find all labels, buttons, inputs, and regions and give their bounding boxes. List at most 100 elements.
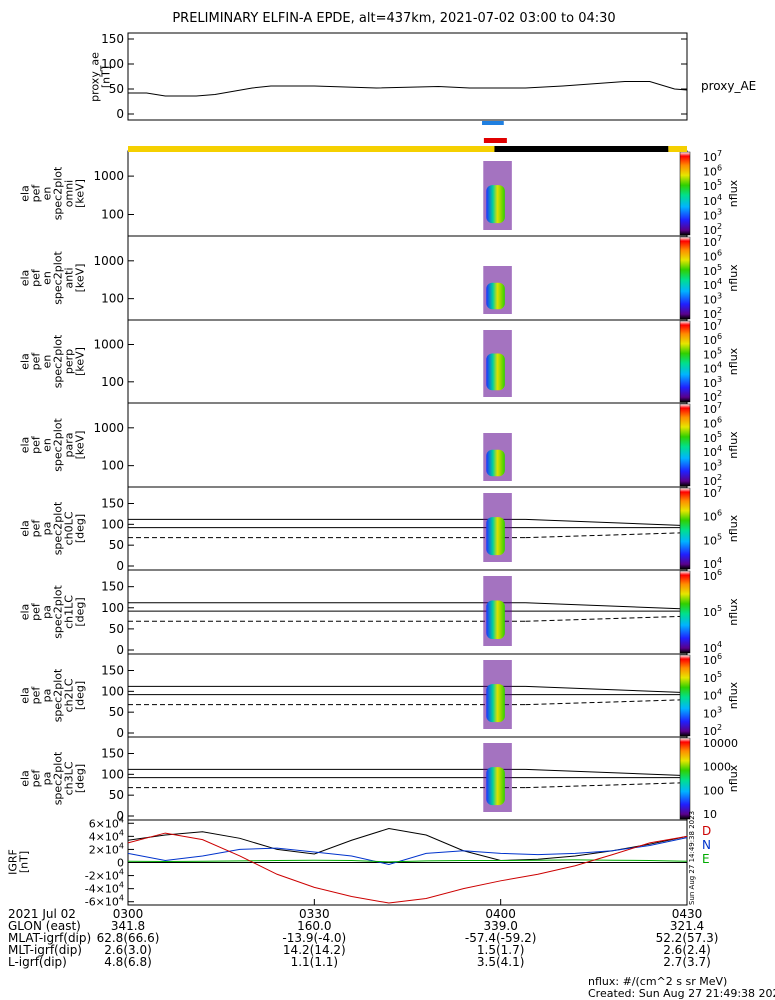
x-tick-value-l: 3.5(4.1): [477, 955, 525, 969]
y-axis-label-line: spec2plot: [52, 251, 65, 305]
panel-frame: [127, 402, 688, 488]
x-tick-value-time: 0430: [672, 907, 703, 921]
y-tick-label: -4×104: [85, 881, 124, 896]
series-line-D: [127, 827, 688, 862]
colorbar-tick-label: 103: [703, 705, 722, 720]
x-tick-value-mlat: -13.9(-4.0): [282, 931, 346, 945]
panel-frame: [127, 486, 688, 571]
y-tick-label: 50: [109, 705, 124, 719]
created-stamp: Created: Sun Aug 27 21:49:38 2023: [588, 987, 775, 1000]
panel-pa-ch3LC: 0 50 100 150 10 100 1000 10000 nflux elapefpaspec…: [19, 736, 740, 823]
fgm-bar: [482, 121, 504, 125]
y-tick-label: 6×104: [89, 815, 124, 830]
legend-entry: N: [702, 838, 711, 852]
y-axis-label-line: en: [41, 271, 54, 285]
y-axis-label-line: ela: [19, 604, 32, 621]
panel-pa-ch2LC: 0 50 100 150 102 103 104 105 106 nflux elapefpaspe…: [19, 652, 741, 740]
y-axis-label-line: pef: [30, 519, 43, 538]
y-tick-label: 0: [116, 559, 124, 573]
x-tick-value-glon: 321.4: [670, 919, 704, 933]
colorbar-label: nflux: [727, 179, 740, 207]
y-axis-label-line: spec2plot: [52, 334, 65, 388]
x-tick-value-mlat: 62.8(66.6): [97, 931, 160, 945]
colorbar-tick-label: 106: [703, 509, 722, 524]
y-tick-label: 100: [101, 375, 124, 389]
status-bars: [128, 121, 687, 152]
series-line-E: [127, 859, 688, 863]
x-tick-value-glon: 339.0: [483, 919, 517, 933]
y-axis-label-line: ch0LC: [63, 511, 76, 545]
colorbar-tick-label: 107: [703, 401, 722, 416]
y-axis-label-line: spec2plot: [52, 668, 65, 722]
colorbar-label: nflux: [727, 514, 740, 542]
x-row-label: GLON (east): [8, 919, 81, 933]
panel-pa-ch1LC: 050100150104105106nfluxelapefpaspec2plot…: [19, 568, 741, 657]
colorbar: [679, 151, 691, 236]
colorbar-tick-label: 104: [703, 688, 722, 703]
panel-frame: [127, 32, 688, 121]
y-tick-label: 4×104: [89, 828, 124, 843]
colorbar-tick-label: 107: [703, 149, 722, 164]
colorbar-tick-label: 104: [703, 444, 722, 459]
colorbar-tick-label: 1000: [703, 761, 731, 774]
y-axis-label-line: [deg]: [74, 597, 87, 626]
colorbar-tick-label: 103: [703, 459, 722, 474]
panel-en-omni: 1001000102103104105106107nfluxelapefensp…: [19, 149, 741, 237]
y-axis-label-line: ch3LC: [63, 761, 76, 795]
colorbar-tick-label: 106: [703, 164, 722, 179]
legend-proxy-ae: proxy_AE: [701, 79, 756, 93]
y-axis-label-line: [deg]: [74, 764, 87, 793]
colorbar-tick-label: 105: [703, 604, 722, 619]
y-axis-label-line: ch2LC: [63, 678, 76, 712]
y-tick-label: 1000: [93, 169, 124, 183]
colorbar-tick-label: 104: [703, 193, 722, 208]
y-tick-label: 50: [109, 82, 124, 96]
colorbar-tick-label: 103: [703, 375, 722, 390]
spectrogram-core: [486, 282, 505, 310]
anti-loss-cone-line: [525, 615, 688, 622]
x-tick-value-mlt: 1.5(1.7): [477, 943, 525, 957]
y-tick-label: 100: [101, 601, 124, 615]
x-tick-value-time: 0400: [485, 907, 516, 921]
y-tick-label: 100: [101, 207, 124, 221]
y-axis-label-line: spec2plot: [52, 585, 65, 639]
y-axis-label: IGRF[nT]: [7, 849, 31, 875]
colorbar-tick-label: 107: [703, 318, 722, 333]
shadow-bar: [494, 146, 669, 152]
y-axis-label-line: pa: [41, 605, 54, 619]
panel-en-anti: 1001000102103104105106107nfluxelapefensp…: [19, 234, 741, 321]
y-axis-label-line: en: [41, 355, 54, 369]
y-tick-label: 150: [101, 32, 124, 46]
colorbar-label: nflux: [727, 347, 740, 375]
panel-frame: [127, 235, 688, 321]
y-axis-label-line: ela: [19, 687, 32, 704]
series-line-proxy-ae: [128, 81, 688, 97]
panel-en-para: 1001000102103104105106107nfluxelapefensp…: [19, 401, 741, 488]
spectrogram-core: [486, 684, 505, 723]
y-tick-label: 0: [116, 809, 124, 823]
colorbar-tick-label: 10000: [703, 737, 738, 750]
x-tick-value-mlt: 2.6(3.0): [104, 943, 152, 957]
series-line-D: [127, 832, 688, 904]
x-row-label: MLAT-igrf(dip): [8, 931, 91, 945]
spectrogram-core: [486, 767, 505, 806]
colorbar-tick-label: 107: [703, 234, 722, 249]
y-axis-label-line: pa: [41, 689, 54, 703]
y-tick-label: 150: [101, 580, 124, 594]
anti-loss-cone-line: [525, 699, 688, 706]
y-axis-label-line: ela: [19, 770, 32, 787]
y-axis-label-line: ela: [19, 353, 32, 370]
panel-frame: [127, 569, 688, 655]
colorbar-tick-label: 104: [703, 361, 722, 376]
y-tick-label: 100: [101, 57, 124, 71]
y-tick-label: 50: [109, 622, 124, 636]
x-tick-value-l: 1.1(1.1): [291, 955, 339, 969]
panel-proxy-ae: 0 50 100 150 proxy_AE proxy_ae[nT]: [89, 32, 757, 121]
